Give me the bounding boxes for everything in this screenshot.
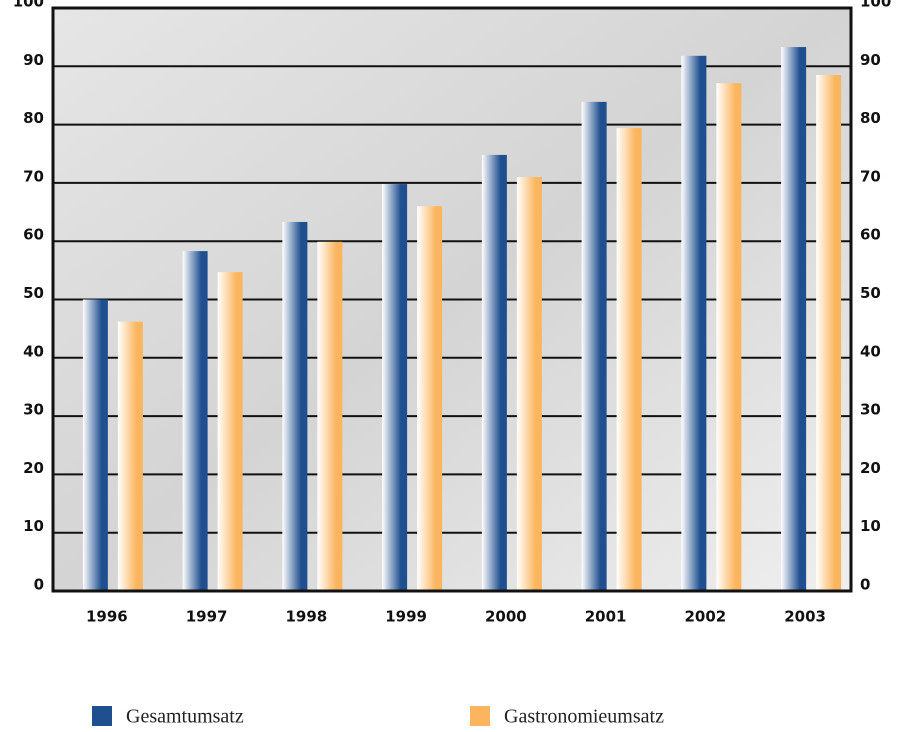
bar [182,251,208,591]
bar [217,272,243,591]
x-tick-label: 1996 [86,608,128,626]
legend-label: Gesamtumsatz [126,706,244,728]
x-tick-label: 1997 [186,608,228,626]
bar [417,206,443,591]
bar [382,184,408,592]
y-tick-label: 100 [13,0,44,11]
y2-tick-label: 70 [860,167,881,185]
plot-border [51,6,853,593]
y2-tick-label: 50 [860,284,881,302]
y-tick-label: 0 [34,576,44,594]
y2-tick-label: 0 [860,576,870,594]
y2-tick-label: 30 [860,401,881,419]
bar [681,55,707,591]
bar [816,75,842,592]
bar [716,83,742,591]
y-tick-label: 60 [23,226,44,244]
bar [82,299,108,591]
bar [317,241,343,591]
y2-tick-label: 10 [860,517,881,535]
y-tick-label: 90 [23,51,44,69]
legend-swatch [470,706,490,726]
y-tick-label: 50 [23,284,44,302]
x-tick-label: 2001 [585,608,627,626]
bar [616,128,642,591]
y2-tick-label: 90 [860,51,881,69]
y-tick-label: 30 [23,401,44,419]
legend-swatch [92,706,112,726]
x-tick-label: 1999 [385,608,427,626]
bar [781,47,807,592]
y-tick-label: 10 [23,517,44,535]
bar [516,177,542,591]
y-tick-label: 40 [23,342,44,360]
y-tick-label: 70 [23,167,44,185]
y-tick-label: 20 [23,459,44,477]
x-tick-label: 2003 [784,608,826,626]
bar [282,221,308,591]
x-tick-label: 1998 [286,608,328,626]
bar [481,154,507,591]
bar [581,101,607,591]
y2-tick-label: 20 [860,459,881,477]
legend-label: Gastronomieumsatz [504,706,664,728]
y2-tick-label: 60 [860,226,881,244]
y2-tick-label: 40 [860,342,881,360]
y-tick-label: 80 [23,109,44,127]
x-tick-label: 2000 [485,608,527,626]
y2-tick-label: 80 [860,109,881,127]
y2-tick-label: 100 [860,0,891,11]
x-tick-label: 2002 [685,608,727,626]
bar [117,321,143,591]
